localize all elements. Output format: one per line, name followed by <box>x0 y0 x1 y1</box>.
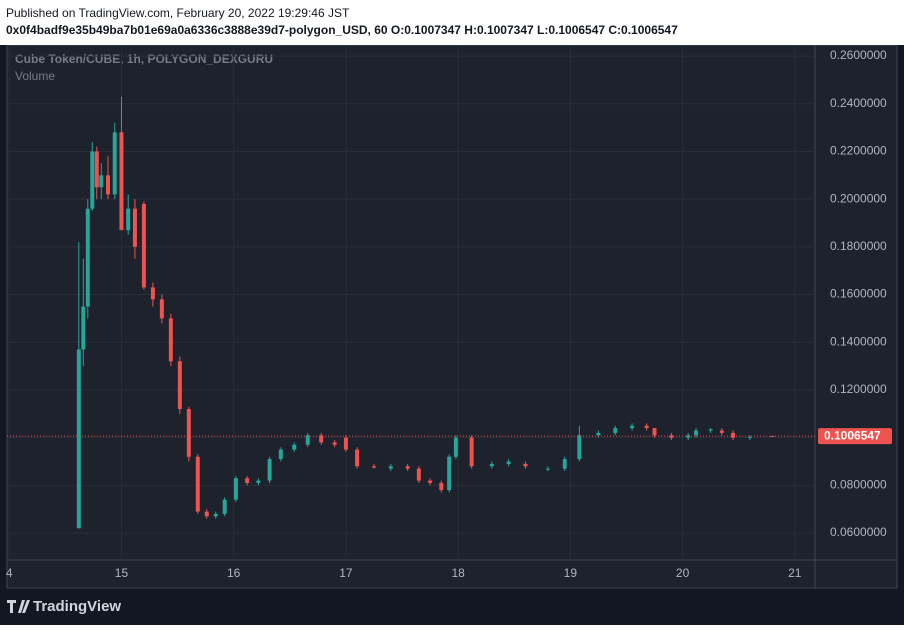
candle-body <box>119 132 124 231</box>
candle-body <box>132 208 137 247</box>
y-tick-label: 0.1600000 <box>830 287 887 301</box>
candle-body <box>405 466 410 469</box>
y-tick-label: 0.0600000 <box>830 525 887 539</box>
candle-body <box>523 463 528 467</box>
symbol-line: 0x0f4badf9e35b49ba7b01e69a0a6336c3888e39… <box>6 23 678 37</box>
candle-body <box>577 435 582 460</box>
candle-body <box>447 456 452 491</box>
candle-body <box>694 430 699 436</box>
brand-name: TradingView <box>33 598 121 615</box>
candle-body <box>159 299 164 319</box>
candle-body <box>94 151 99 188</box>
candle-body <box>292 444 297 450</box>
candle-body <box>630 425 635 429</box>
candle-body <box>562 459 567 469</box>
x-tick-label: 4 <box>6 566 13 580</box>
y-tick-label: 0.2400000 <box>830 96 887 110</box>
brand-logo <box>7 600 30 613</box>
candle-body <box>85 208 90 307</box>
candle-body <box>267 459 272 481</box>
x-tick-label: 18 <box>451 566 465 580</box>
candle-body <box>652 428 657 436</box>
x-tick-label: 19 <box>564 566 578 580</box>
candle-body <box>506 461 511 464</box>
y-tick-label: 0.1400000 <box>830 334 887 348</box>
last-price-box <box>818 428 892 445</box>
candle-body <box>428 480 433 483</box>
header: Published on TradingView.com, February 2… <box>0 0 904 45</box>
candle-body <box>150 287 155 300</box>
x-tick-label: 16 <box>227 566 241 580</box>
chart-title: Cube Token/CUBE, 1h, POLYGON_DEXGURU <box>15 52 273 66</box>
candle-body <box>489 463 494 467</box>
chart-wrap: Cube Token/CUBE, 1h, POLYGON_DEXGURU Vol… <box>0 44 904 625</box>
candle-body <box>177 361 182 410</box>
candle-body <box>469 437 474 467</box>
candle-body <box>222 499 227 514</box>
y-tick-label: 0.2200000 <box>830 144 887 158</box>
candle-body <box>545 468 550 470</box>
chart-subtitle: Volume <box>15 69 55 83</box>
candle-body <box>233 478 238 500</box>
candle-body <box>126 208 131 231</box>
candle-body <box>141 203 146 288</box>
candle-body <box>669 435 674 438</box>
candle-body <box>213 513 218 517</box>
candle-body <box>332 442 337 445</box>
candle-body <box>76 349 81 529</box>
candle-body <box>388 466 393 469</box>
candle-body <box>453 437 458 457</box>
candle-body <box>731 432 736 438</box>
x-tick-label: 15 <box>115 566 129 580</box>
candle-body <box>613 428 618 433</box>
candle-body <box>195 456 200 512</box>
candle-body <box>204 511 209 517</box>
candle-body <box>439 482 444 491</box>
published-text: Published on TradingView.com, February 2… <box>6 6 350 20</box>
chart-frame <box>6 44 898 589</box>
chart: Cube Token/CUBE, 1h, POLYGON_DEXGURU Vol… <box>6 44 898 615</box>
x-tick-label: 20 <box>676 566 690 580</box>
candle-body <box>644 425 649 429</box>
candle-body <box>719 430 724 433</box>
candle-body <box>305 435 310 445</box>
candle-body <box>596 432 601 436</box>
x-tick-label: 21 <box>788 566 802 580</box>
candle-body <box>168 318 173 362</box>
candle-body <box>112 132 117 195</box>
x-tick-label: 17 <box>339 566 353 580</box>
y-tick-label: 0.2600000 <box>830 48 887 62</box>
candle-body <box>416 468 421 481</box>
candle-body <box>278 449 283 460</box>
candle-body <box>81 306 86 350</box>
candle-body <box>106 175 110 195</box>
candle-body <box>355 449 360 467</box>
y-tick-label: 0.1800000 <box>830 239 887 253</box>
candle-body <box>99 175 104 188</box>
y-tick-label: 0.1200000 <box>830 382 887 396</box>
candle-body <box>708 429 713 431</box>
candle-body <box>186 409 191 457</box>
y-tick-label: 0.0800000 <box>830 478 887 492</box>
candle-body <box>90 151 95 209</box>
candle-body <box>256 480 261 483</box>
candle-body <box>343 437 348 450</box>
candle-body <box>747 436 752 438</box>
candle-body <box>371 466 376 468</box>
last-price-label: 0.1006547 <box>824 428 881 442</box>
y-tick-label: 0.2000000 <box>830 191 887 205</box>
candle-body <box>319 435 324 443</box>
candle-body <box>245 478 250 483</box>
